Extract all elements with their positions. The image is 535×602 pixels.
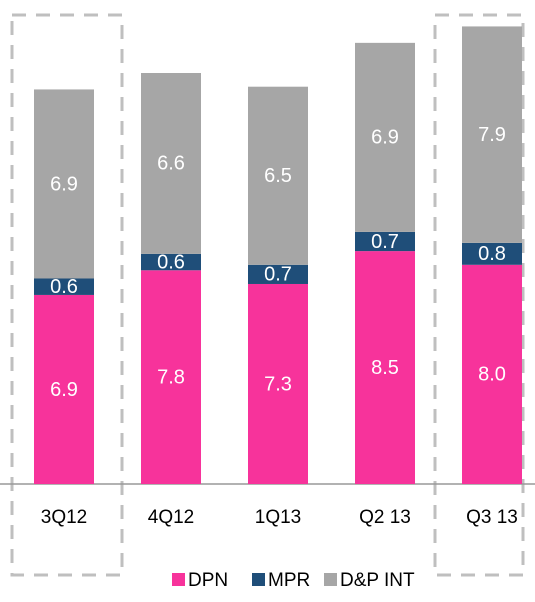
value-label: 0.6 — [157, 251, 185, 273]
value-label: 0.6 — [50, 276, 78, 298]
x-tick-label: Q2 13 — [359, 507, 411, 528]
value-label: 6.9 — [50, 379, 78, 401]
bar-segment — [462, 264, 522, 484]
highlight-box — [433, 13, 525, 577]
x-tick-label: 4Q12 — [148, 507, 194, 528]
value-label: 0.7 — [371, 231, 399, 253]
bar-segment — [141, 73, 201, 254]
legend-label: MPR — [268, 570, 310, 591]
bar-segment — [248, 283, 308, 484]
bar-segment — [248, 264, 308, 284]
bar-segment — [355, 251, 415, 484]
highlight-box — [10, 13, 124, 577]
value-label: 0.8 — [478, 243, 506, 265]
bar-segment — [34, 89, 94, 279]
bar-segment — [355, 42, 415, 232]
legend-label: D&P INT — [340, 570, 415, 591]
x-tick-label: 1Q13 — [255, 507, 301, 528]
legend-swatch — [324, 573, 337, 586]
bar-segment — [141, 270, 201, 484]
value-label: 6.9 — [371, 127, 399, 149]
bar-segment — [248, 86, 308, 265]
bar-segment — [462, 26, 522, 243]
value-label: 6.5 — [264, 165, 292, 187]
legend-label: DPN — [188, 570, 228, 591]
x-tick-label: 3Q12 — [41, 507, 87, 528]
value-label: 7.8 — [157, 366, 185, 388]
value-label: 6.6 — [157, 153, 185, 175]
value-label: 7.9 — [478, 124, 506, 146]
bar-segment — [141, 253, 201, 271]
bar-segment — [34, 278, 94, 295]
value-label: 8.5 — [371, 357, 399, 379]
bar-segment — [355, 231, 415, 252]
bar-segment — [462, 242, 522, 265]
value-label: 7.3 — [264, 373, 292, 395]
x-tick-label: Q3 13 — [466, 507, 518, 528]
legend-swatch — [252, 573, 265, 586]
legend-swatch — [172, 573, 185, 586]
bar-segment — [34, 294, 94, 484]
value-label: 8.0 — [478, 364, 506, 386]
value-label: 0.7 — [264, 264, 292, 286]
value-label: 6.9 — [50, 173, 78, 195]
